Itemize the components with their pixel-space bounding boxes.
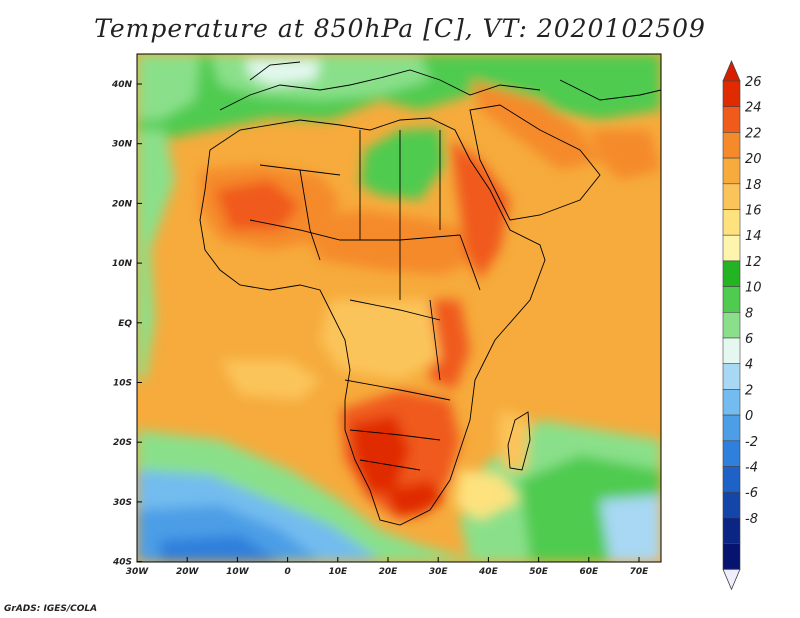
x-tick-label: 10E bbox=[328, 567, 348, 577]
colorbar-swatch bbox=[722, 440, 741, 467]
x-tick-label: 60E bbox=[579, 567, 599, 577]
colorbar-swatch bbox=[722, 209, 741, 236]
colorbar-low-arrow bbox=[722, 568, 741, 591]
x-tick-label: 20E bbox=[379, 567, 399, 577]
colorbar-label: 24 bbox=[745, 101, 762, 116]
colorbar-swatch bbox=[722, 234, 741, 262]
colorbar-label: -2 bbox=[745, 435, 758, 450]
colorbar-swatch bbox=[722, 414, 741, 442]
y-tick-label: 30S bbox=[113, 498, 132, 508]
plot-frame bbox=[136, 53, 662, 563]
y-axis: 40N 30N 20N 10N EQ 10S 20S 30S 40S bbox=[111, 80, 142, 568]
colorbar-swatch bbox=[722, 363, 741, 390]
colorbar-label: -8 bbox=[745, 512, 758, 527]
y-tick-label: 20N bbox=[112, 199, 133, 209]
colorbar-swatch bbox=[722, 183, 741, 210]
colorbar-label: -6 bbox=[745, 486, 758, 501]
colorbar-label: 0 bbox=[745, 409, 753, 424]
colorbar-label: 8 bbox=[745, 306, 753, 321]
colorbar-label: 18 bbox=[745, 178, 762, 193]
colorbar-swatch bbox=[722, 260, 741, 287]
x-tick-label: 20W bbox=[176, 567, 200, 577]
colorbar-label: 16 bbox=[745, 204, 762, 219]
colorbar-swatch bbox=[722, 132, 741, 159]
colorbar-label: 2 bbox=[745, 383, 753, 398]
colorbar-label: 4 bbox=[745, 358, 753, 373]
y-tick-label: 10S bbox=[113, 379, 132, 389]
x-axis: 30W 20W 10W 0 10E 20E 30E 40E 50E 60E 70E bbox=[126, 557, 649, 577]
colorbar-swatch bbox=[722, 286, 741, 313]
colorbar-label: 26 bbox=[745, 75, 762, 90]
colorbar-swatch bbox=[722, 543, 741, 570]
x-tick-label: 30W bbox=[126, 567, 150, 577]
y-tick-label: 40N bbox=[111, 80, 133, 90]
y-tick-label: 10N bbox=[112, 259, 133, 269]
y-tick-label: 20S bbox=[113, 438, 132, 448]
colorbar-swatch bbox=[722, 311, 741, 339]
colorbar-label: 6 bbox=[745, 332, 753, 347]
x-tick-label: 0 bbox=[284, 567, 290, 577]
colorbar-label: 22 bbox=[745, 126, 762, 141]
colorbar-swatch bbox=[722, 389, 741, 416]
colorbar-label: 20 bbox=[745, 152, 762, 167]
colorbar-swatch bbox=[722, 466, 741, 493]
footer-credit: GrADS: IGES/COLA bbox=[4, 604, 98, 614]
colorbar-swatch bbox=[722, 157, 741, 185]
colorbar-swatch bbox=[722, 491, 741, 519]
y-tick-label: 40S bbox=[112, 558, 132, 568]
map-title: Temperature at 850hPa [C], VT: 202010250… bbox=[94, 14, 706, 43]
colorbar-swatch bbox=[722, 106, 741, 133]
x-tick-label: 10W bbox=[226, 567, 250, 577]
colorbar-label: 12 bbox=[745, 255, 762, 270]
colorbar-high-arrow bbox=[722, 59, 741, 82]
temperature-field bbox=[137, 54, 661, 562]
x-tick-label: 40E bbox=[478, 567, 499, 577]
y-tick-label: EQ bbox=[118, 319, 132, 329]
x-tick-label: 50E bbox=[529, 567, 549, 577]
colorbar-swatch bbox=[722, 80, 741, 108]
colorbar-label: -4 bbox=[745, 461, 758, 476]
colorbar-swatch bbox=[722, 337, 741, 365]
x-tick-label: 70E bbox=[630, 567, 650, 577]
coastlines bbox=[199, 61, 662, 526]
colorbar-label: 10 bbox=[745, 281, 762, 296]
colorbar-swatch bbox=[722, 517, 741, 544]
colorbar-label: 14 bbox=[745, 229, 762, 244]
y-tick-label: 30N bbox=[112, 140, 133, 150]
x-tick-label: 30E bbox=[429, 567, 449, 577]
